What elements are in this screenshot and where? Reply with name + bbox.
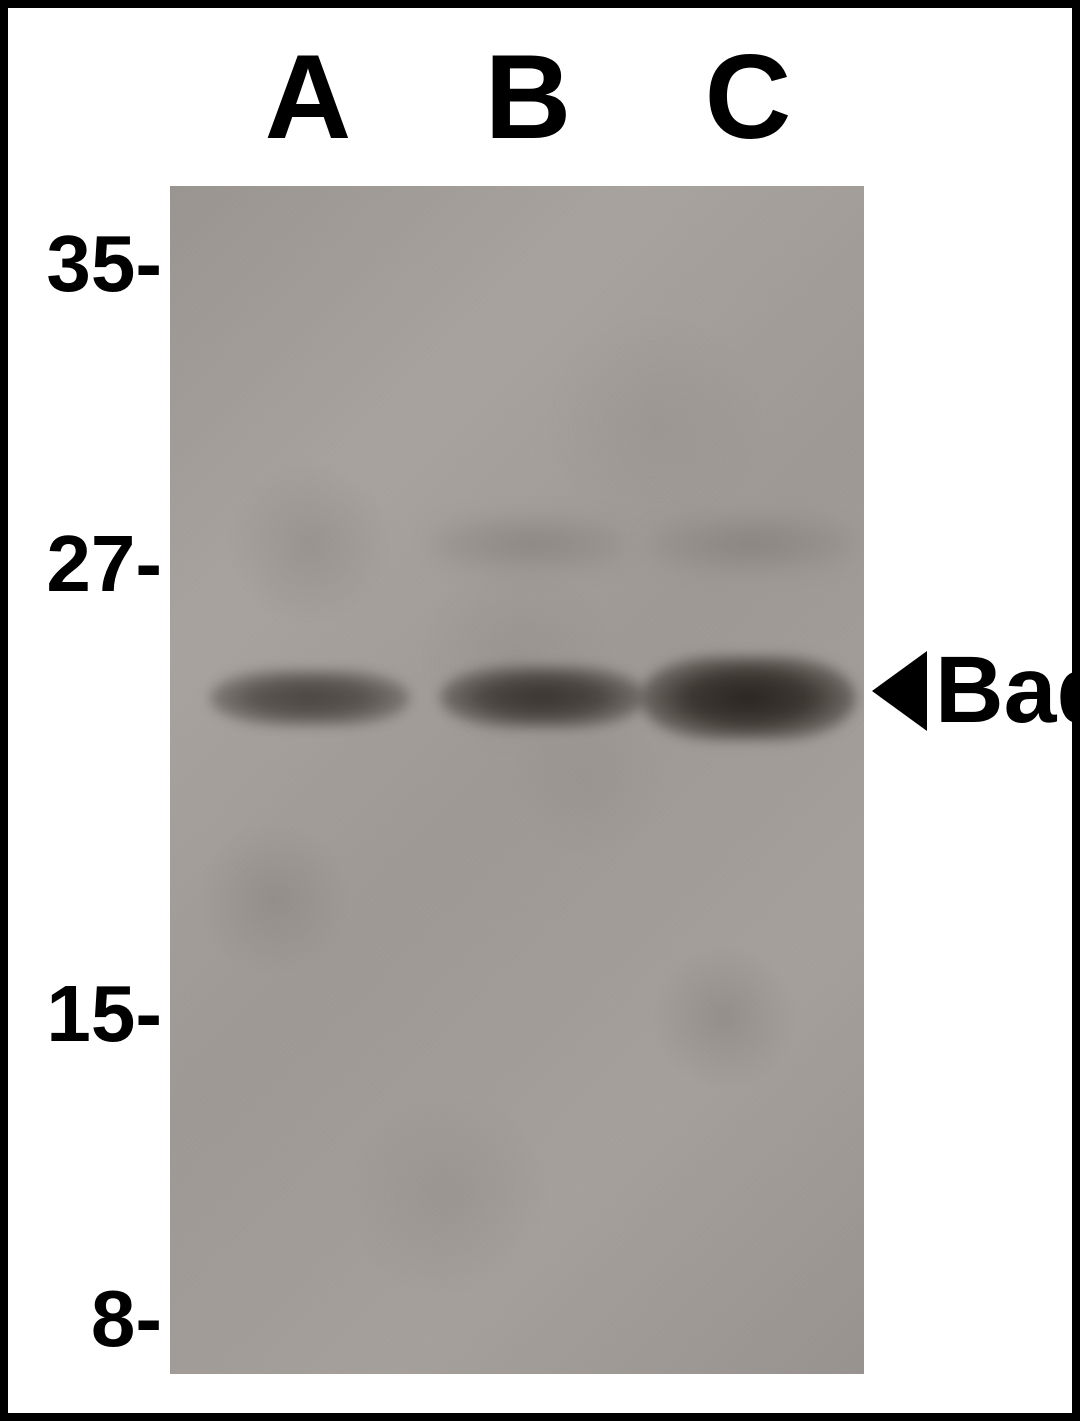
band-lane-a — [210, 670, 410, 726]
marker-8-value: 8 — [91, 1274, 136, 1363]
protein-name: Bad — [935, 636, 1080, 745]
western-blot-figure: A B C 35- 27- 15- 8- Bad — [8, 8, 1072, 1413]
marker-tick: - — [135, 518, 162, 610]
marker-tick: - — [135, 1273, 162, 1365]
protein-label-bad: Bad — [872, 636, 1080, 745]
lane-labels-row: A B C — [198, 28, 858, 166]
faint-band-b — [430, 516, 630, 571]
arrow-left-icon — [872, 651, 927, 731]
marker-27-value: 27 — [46, 519, 135, 608]
marker-35-value: 35 — [46, 219, 135, 308]
lane-label-c: C — [638, 28, 858, 166]
marker-27: 27- — [46, 518, 162, 610]
lane-label-a: A — [198, 28, 418, 166]
band-lane-b — [440, 666, 645, 728]
marker-tick: - — [135, 218, 162, 310]
faint-band-c — [645, 516, 855, 571]
blot-membrane — [170, 186, 864, 1374]
marker-35: 35- — [46, 218, 162, 310]
marker-15: 15- — [46, 968, 162, 1060]
lane-label-b: B — [418, 28, 638, 166]
blot-grain — [170, 186, 864, 1374]
marker-8: 8- — [91, 1273, 162, 1365]
marker-tick: - — [135, 968, 162, 1060]
band-lane-c — [640, 656, 856, 740]
marker-15-value: 15 — [46, 969, 135, 1058]
